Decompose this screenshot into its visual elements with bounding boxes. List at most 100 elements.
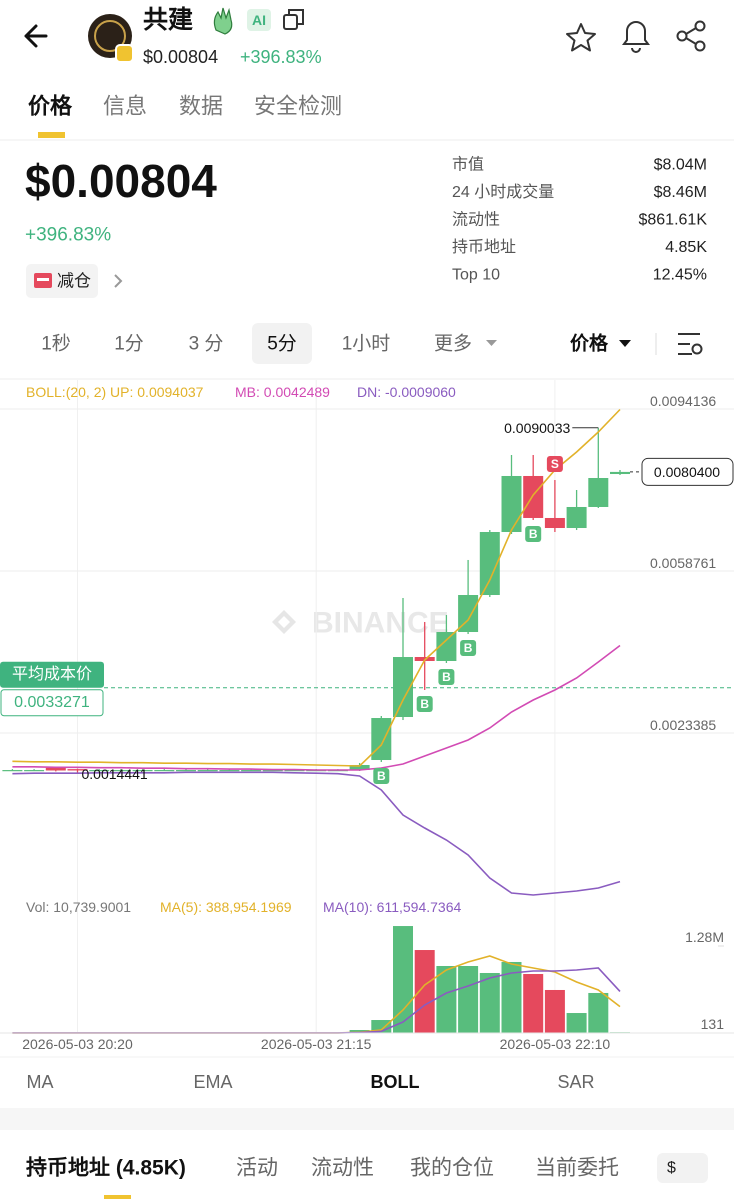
interval[interactable]: 1秒 (41, 333, 71, 355)
token-name: 共建 (143, 6, 193, 34)
bottom-tab[interactable]: 当前委托 (535, 1157, 619, 1180)
avg-cost-tag (0, 661, 104, 688)
candle-body (436, 632, 457, 661)
section-gap (0, 1108, 734, 1130)
boll-line (12, 644, 621, 771)
candle-body (89, 770, 110, 772)
legend-entry: MA(5): 388,954.1969 (160, 899, 292, 915)
candle-body (371, 718, 392, 761)
candle-body (219, 770, 240, 772)
ai-badge-text: AI (252, 12, 266, 28)
dropdown-caret (619, 340, 631, 347)
x-tick-label: 2026-05-03 22:10 (500, 1036, 611, 1052)
stat-label: 持币地址 (452, 238, 516, 256)
tab[interactable]: 数据 (179, 94, 223, 119)
indicator-tab[interactable]: EMA (193, 1072, 232, 1092)
trade-marker (416, 695, 433, 712)
tab[interactable]: 安全检测 (254, 94, 342, 119)
candle-body (458, 595, 479, 633)
x-tick-label: 2026-05-03 20:20 (22, 1036, 133, 1052)
candle-body (501, 475, 522, 532)
candle-body (523, 475, 544, 518)
trade-marker (373, 767, 390, 784)
candle-body (588, 478, 609, 507)
stat-label: Top 10 (452, 267, 500, 284)
trade-marker (546, 456, 563, 473)
trade-marker (460, 640, 477, 657)
stat-label: 24 小时成交量 (452, 183, 554, 201)
indicator-tab[interactable]: BOLL (371, 1072, 420, 1092)
candle-body (67, 769, 88, 771)
tab-indicator (38, 132, 65, 138)
candle-body (349, 764, 370, 770)
tab-indicator (104, 1195, 131, 1199)
interval[interactable]: 1小时 (342, 333, 391, 355)
volume-bar (414, 950, 435, 1033)
share-icon[interactable] (676, 20, 706, 52)
interval[interactable]: 3 分 (189, 333, 224, 355)
boll-line (12, 408, 621, 767)
avg-cost-title: 平均成本价 (12, 665, 92, 683)
chart-settings-icon[interactable] (678, 333, 703, 355)
tab[interactable]: 价格 (28, 94, 73, 119)
stat-value: $861.61K (638, 212, 707, 229)
candle-body (197, 770, 218, 772)
avg-cost-value-box (0, 689, 104, 717)
candle-body (2, 770, 23, 772)
ai-badge[interactable] (247, 9, 271, 31)
tab[interactable]: 信息 (103, 94, 147, 119)
header-price: $0.00804 (143, 47, 218, 67)
stat-value: 4.85K (665, 239, 707, 256)
indicator-tab[interactable]: MA (27, 1072, 54, 1092)
indicator-tab[interactable]: SAR (557, 1072, 594, 1092)
candle-body (176, 770, 196, 772)
bottom-tab[interactable]: 持币地址 (4.85K) (26, 1156, 186, 1180)
y-tick-label: 0.0058761 (650, 555, 716, 571)
candle-body (610, 471, 630, 475)
volume-bar (393, 926, 413, 1033)
candle-body (154, 770, 175, 772)
legend-entry: MB: 0.0042489 (235, 384, 330, 400)
candle-body (24, 770, 45, 772)
candle-body (110, 770, 131, 772)
bottom-tab[interactable]: 活动 (236, 1157, 278, 1180)
hand-icon (213, 7, 233, 35)
candle-body (544, 517, 565, 529)
bottom-tab[interactable]: 我的仓位 (410, 1157, 494, 1180)
volume-bar (544, 989, 565, 1033)
watermark: BINANCE (312, 607, 449, 640)
trade-marker-label: S (551, 457, 559, 471)
trade-marker-label: B (529, 527, 538, 541)
candle-body (393, 657, 413, 718)
active-interval-bg (252, 323, 312, 364)
interval[interactable]: 更多 (434, 333, 472, 355)
avg-cost-value: 0.0033271 (14, 694, 90, 711)
interval[interactable]: 5分 (267, 333, 297, 355)
volume-bar (458, 965, 479, 1033)
candle-body (479, 531, 500, 596)
action-text: 减仓 (57, 272, 91, 291)
price-selector[interactable]: 价格 (570, 332, 609, 355)
bottom-tab[interactable]: 流动性 (311, 1157, 374, 1180)
legend-entry: DN: -0.0009060 (357, 384, 456, 400)
stat-label: 流动性 (452, 211, 500, 229)
legend-entry: Vol: 10,739.9001 (26, 899, 131, 915)
back-button[interactable] (24, 24, 48, 48)
trade-marker-label: B (464, 641, 473, 655)
copy-icon[interactable] (283, 9, 304, 30)
currency: $ (667, 1160, 676, 1177)
bell-icon[interactable] (622, 21, 650, 53)
currency-pill[interactable] (657, 1153, 708, 1183)
trade-marker-label: B (420, 697, 429, 711)
star-icon[interactable] (566, 23, 596, 52)
stat-value: 12.45% (653, 267, 707, 284)
action-pill[interactable] (26, 264, 98, 298)
y-tick-label: 0.0023385 (650, 717, 716, 733)
candle-body (284, 770, 305, 772)
candle-body (132, 770, 153, 772)
plot: 2026-05-03 20:20 2026-05-03 21:15 2026-05-… (0, 380, 734, 1052)
chevron[interactable] (114, 274, 123, 288)
interval[interactable]: 1分 (114, 333, 144, 355)
volume-bar (566, 1013, 587, 1033)
